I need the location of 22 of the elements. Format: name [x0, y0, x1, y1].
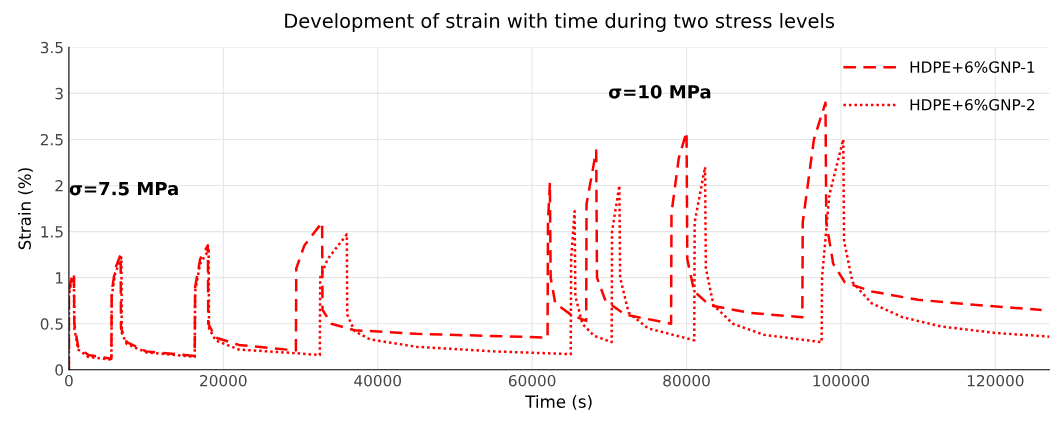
y-tick-label: 1.5 [41, 226, 63, 238]
legend-label: HDPE+6%GNP-1 [910, 61, 1035, 73]
y-tick-label: 2.5 [40, 133, 63, 146]
y-tick-label: 0.5 [40, 318, 63, 330]
x-tick-label: 0 [65, 374, 73, 387]
legend-label: HDPE+6%GNP-2 [910, 99, 1035, 111]
y-tick-label: 2 [55, 179, 63, 192]
y-tick-label: 0 [55, 364, 64, 376]
x-axis-title: Time (s) [525, 395, 592, 410]
x-tick-label: 20000 [200, 374, 247, 387]
y-tick-label: 1 [56, 272, 63, 284]
x-tick-label: 40000 [354, 374, 401, 387]
x-tick-label: 120000 [967, 374, 1024, 387]
x-tick-label: 60000 [508, 374, 556, 387]
y-tick-label: 3 [55, 87, 63, 100]
chart-title: Development of strain with time during two stress levels [285, 13, 835, 32]
y-tick-label: 3.5 [40, 41, 63, 54]
x-tick-label: 80000 [663, 374, 710, 387]
y-axis-title: Strain (%) [18, 168, 33, 250]
annotation: σ=7.5 MPa [69, 181, 178, 196]
x-tick-label: 100000 [813, 374, 870, 387]
annotation: σ=10 MPa [608, 84, 711, 99]
